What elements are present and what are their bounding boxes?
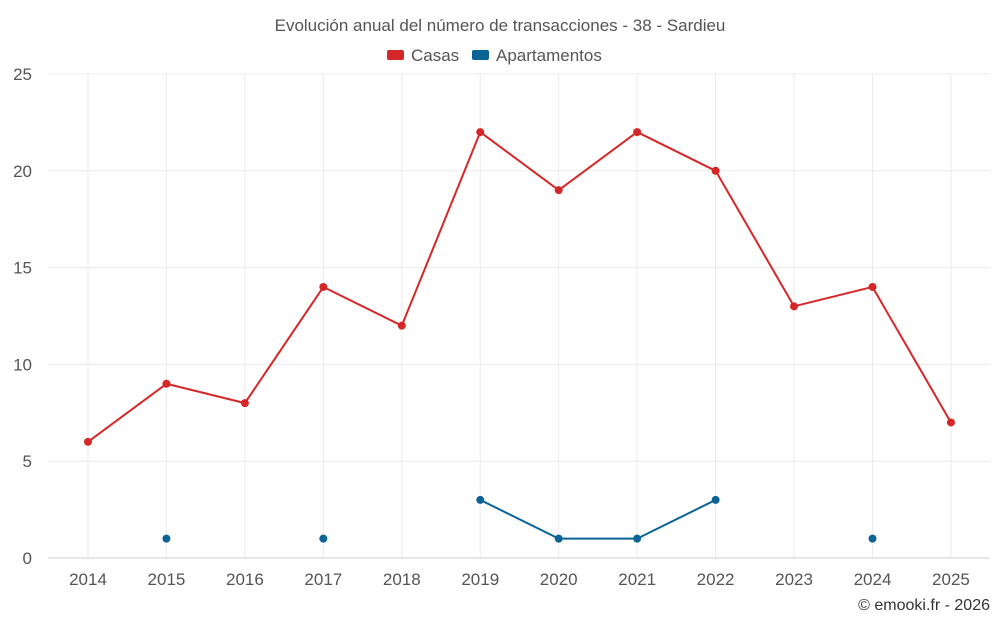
x-tick-label: 2015 [148, 570, 186, 589]
data-point-casas[interactable] [633, 128, 642, 137]
data-point-casas[interactable] [397, 321, 406, 330]
data-point-apartamentos[interactable] [711, 495, 720, 504]
x-tick-label: 2023 [775, 570, 813, 589]
legend-swatch-casas[interactable] [387, 50, 404, 60]
x-tick-label: 2019 [461, 570, 499, 589]
y-tick-label: 20 [13, 162, 32, 181]
chart-title: Evolución anual del número de transaccio… [275, 16, 726, 35]
y-tick-label: 25 [13, 65, 32, 84]
data-point-apartamentos[interactable] [554, 534, 563, 543]
legend: Casas Apartamentos [387, 46, 602, 65]
series-casas [84, 128, 955, 446]
credit: © emooki.fr - 2026 [858, 597, 990, 614]
x-tick-label: 2020 [540, 570, 578, 589]
series [84, 128, 955, 543]
legend-label-casas[interactable]: Casas [411, 46, 459, 65]
x-tick-label: 2021 [618, 570, 656, 589]
legend-label-apartamentos[interactable]: Apartamentos [496, 46, 602, 65]
data-point-apartamentos[interactable] [868, 534, 877, 543]
data-point-casas[interactable] [790, 302, 799, 311]
data-point-casas[interactable] [240, 399, 249, 408]
data-point-casas[interactable] [162, 379, 171, 388]
series-apartamentos [162, 495, 877, 543]
data-point-apartamentos[interactable] [162, 534, 171, 543]
x-tick-label: 2024 [854, 570, 892, 589]
x-tick-label: 2022 [697, 570, 735, 589]
legend-swatch-apartamentos[interactable] [472, 50, 489, 60]
y-tick-label: 5 [23, 452, 32, 471]
x-tick-label: 2018 [383, 570, 421, 589]
y-tick-label: 10 [13, 355, 32, 374]
series-line-apartamentos [479, 499, 717, 540]
data-point-casas[interactable] [554, 186, 563, 195]
x-tick-label: 2016 [226, 570, 264, 589]
data-point-casas[interactable] [946, 418, 955, 427]
data-point-apartamentos[interactable] [319, 534, 328, 543]
x-tick-label: 2014 [69, 570, 107, 589]
y-tick-label: 0 [23, 549, 32, 568]
data-point-casas[interactable] [476, 128, 485, 137]
data-point-casas[interactable] [711, 166, 720, 175]
series-line-casas [87, 131, 952, 443]
data-point-casas[interactable] [868, 282, 877, 291]
data-point-apartamentos[interactable] [476, 495, 485, 504]
y-tick-label: 15 [13, 259, 32, 278]
grid [48, 73, 990, 558]
data-point-apartamentos[interactable] [633, 534, 642, 543]
x-tick-label: 2017 [304, 570, 342, 589]
x-tick-label: 2025 [932, 570, 970, 589]
data-point-casas[interactable] [84, 437, 92, 446]
data-point-casas[interactable] [319, 282, 328, 291]
